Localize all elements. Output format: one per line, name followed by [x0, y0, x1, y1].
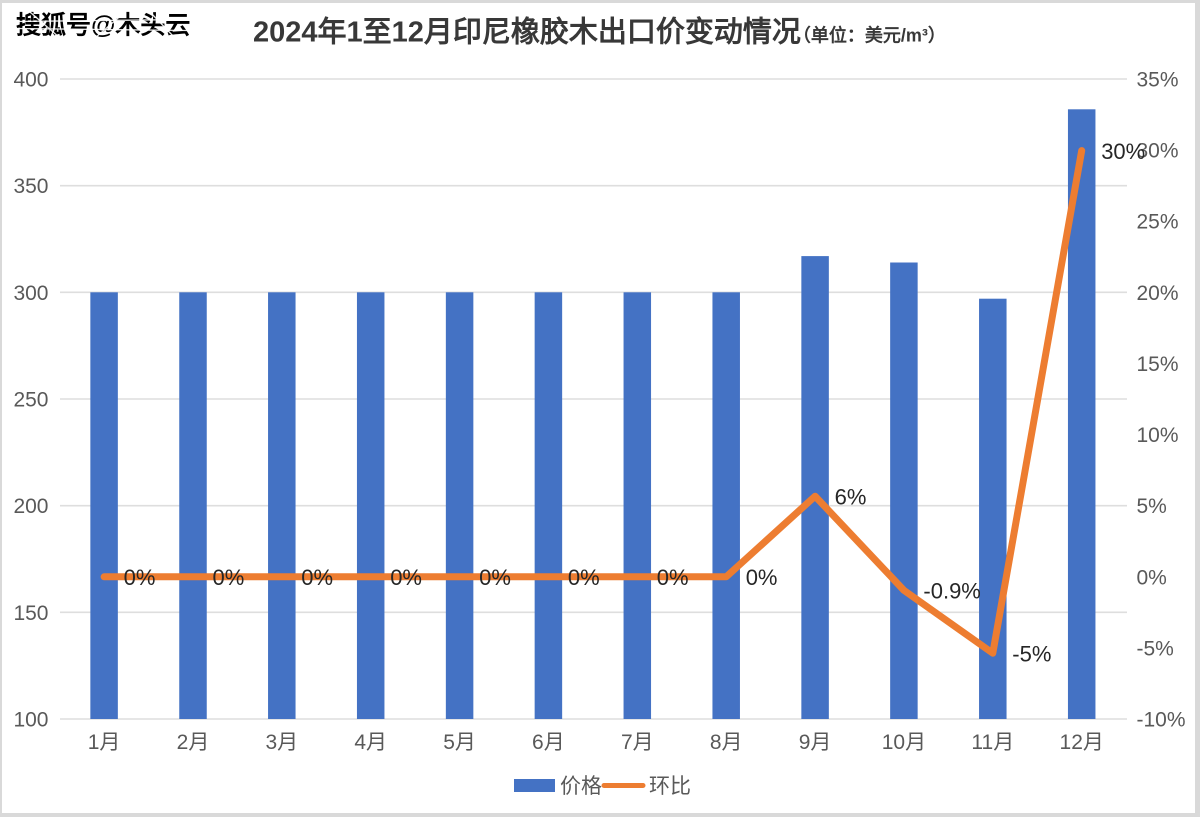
svg-text:6%: 6%	[835, 484, 867, 509]
svg-text:250: 250	[13, 389, 48, 412]
svg-text:0%: 0%	[746, 565, 778, 590]
svg-text:20%: 20%	[1137, 282, 1179, 305]
svg-text:12月: 12月	[1060, 731, 1104, 754]
svg-text:11月: 11月	[971, 731, 1014, 754]
svg-text:30%: 30%	[1101, 139, 1145, 164]
svg-text:4月: 4月	[354, 731, 387, 754]
svg-text:0%: 0%	[124, 565, 156, 590]
svg-text:1月: 1月	[88, 731, 121, 754]
svg-text:30%: 30%	[1137, 140, 1179, 163]
svg-text:10月: 10月	[882, 731, 926, 754]
svg-text:5月: 5月	[443, 731, 476, 754]
svg-text:200: 200	[13, 495, 48, 518]
svg-text:25%: 25%	[1137, 211, 1179, 234]
svg-text:-10%: -10%	[1137, 709, 1186, 732]
svg-text:8月: 8月	[710, 731, 743, 754]
svg-text:-0.9%: -0.9%	[923, 579, 980, 604]
svg-text:0%: 0%	[301, 565, 333, 590]
svg-text:10%: 10%	[1137, 424, 1179, 447]
svg-text:价格: 价格	[560, 775, 602, 798]
svg-text:0%: 0%	[213, 565, 245, 590]
svg-text:2月: 2月	[177, 731, 210, 754]
svg-text:0%: 0%	[479, 565, 511, 590]
svg-text:400: 400	[13, 69, 48, 92]
svg-text:35%: 35%	[1137, 69, 1179, 92]
svg-text:9月: 9月	[799, 731, 832, 754]
svg-text:0%: 0%	[657, 565, 689, 590]
svg-text:3月: 3月	[265, 731, 298, 754]
svg-text:150: 150	[13, 602, 48, 625]
svg-text:0%: 0%	[568, 565, 600, 590]
svg-text:350: 350	[13, 175, 48, 198]
svg-text:100: 100	[13, 709, 48, 732]
svg-text:6月: 6月	[532, 731, 565, 754]
svg-text:0%: 0%	[390, 565, 422, 590]
svg-text:环比: 环比	[649, 775, 691, 798]
svg-text:0%: 0%	[1137, 566, 1167, 589]
svg-text:15%: 15%	[1137, 353, 1179, 376]
svg-text:300: 300	[13, 282, 48, 305]
svg-text:7月: 7月	[621, 731, 654, 754]
svg-text:5%: 5%	[1137, 495, 1167, 518]
svg-text:-5%: -5%	[1012, 642, 1051, 667]
svg-text:搜狐号@木头云: 搜狐号@木头云	[16, 11, 190, 40]
svg-text:-5%: -5%	[1137, 637, 1174, 660]
